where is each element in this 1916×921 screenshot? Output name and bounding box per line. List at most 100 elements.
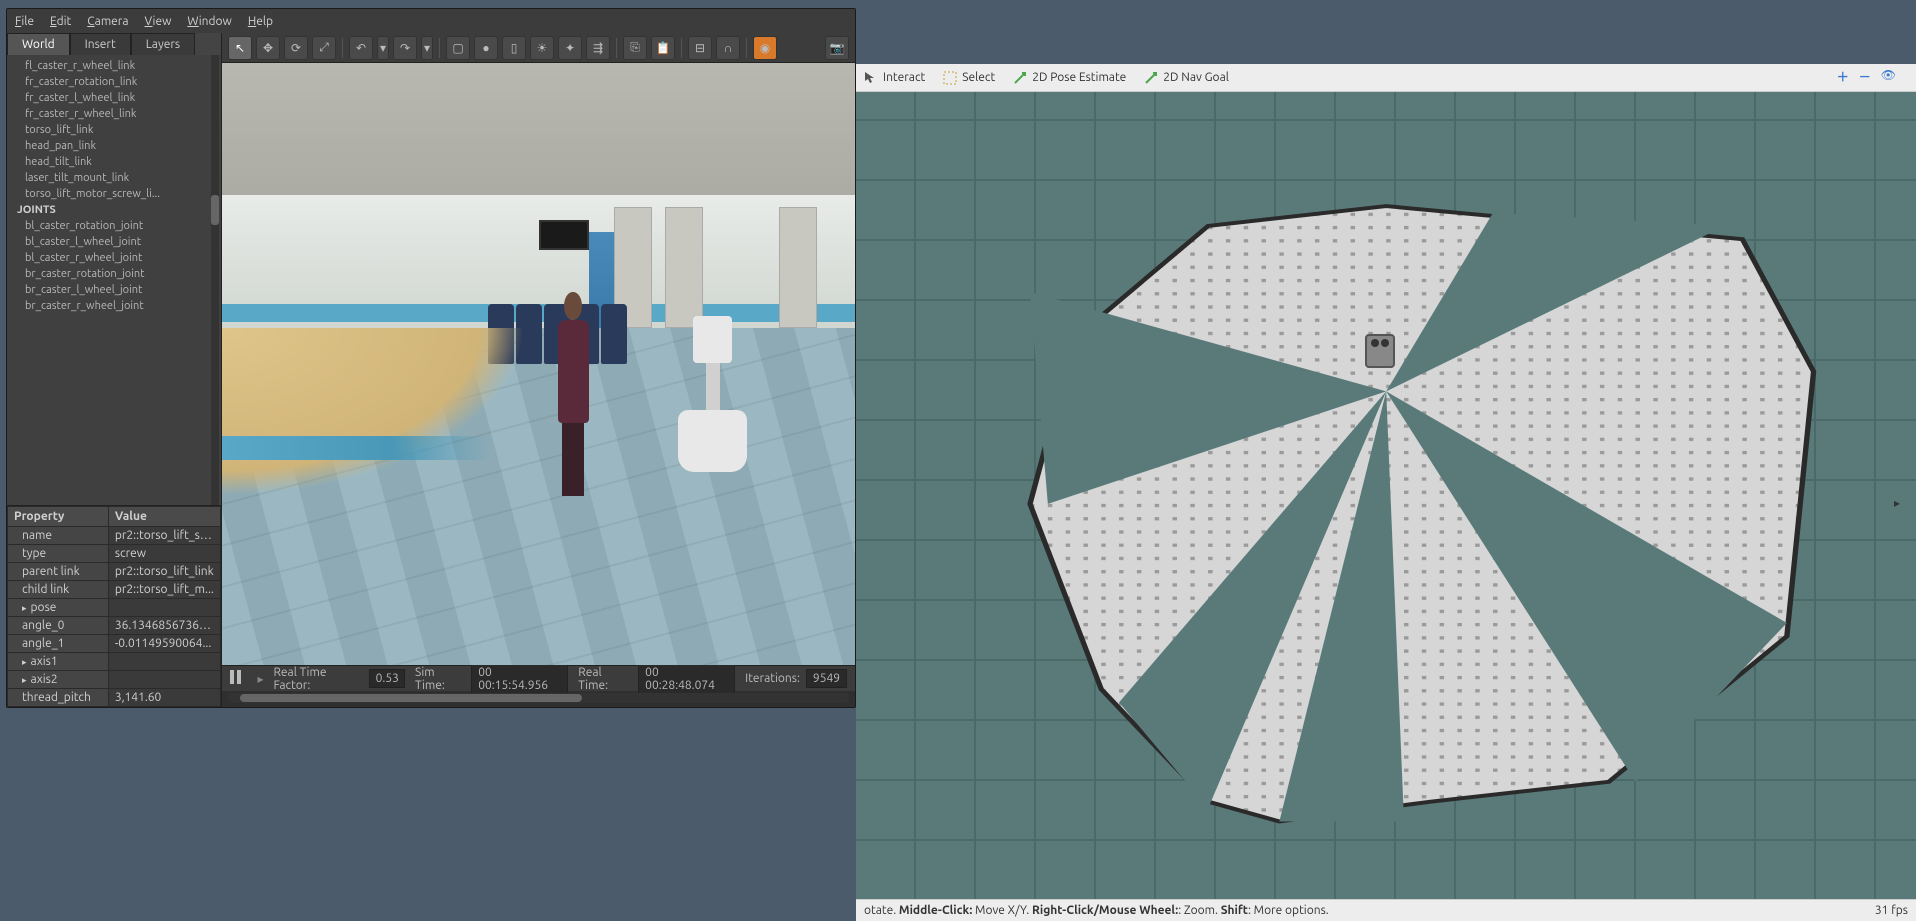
gazebo-statusbar: ▸ Real Time Factor: 0.53 Sim Time: 00 00… [222,665,855,691]
prop-value [108,653,220,671]
rviz-fps: 31 fps [1875,904,1908,917]
gazebo-toolbar: ↖ ✥ ⟳ ⤢ ↶ ▾ ↷ ▾ ▢ ● ▯ ☀ ✦ ⇶ ⎘ 📋 ⊟ [222,33,855,63]
tree-item[interactable]: head_tilt_link [7,154,221,170]
prop-key: angle_1 [8,635,109,653]
tree-item[interactable]: head_pan_link [7,138,221,154]
tree-item[interactable]: laser_tilt_mount_link [7,170,221,186]
select-icon [943,71,957,85]
simtime-value: 00 00:15:54.956 [471,663,568,695]
tool-light-spot[interactable]: ✦ [558,36,582,60]
tree-scrollbar-thumb[interactable] [211,195,219,225]
tool-undo[interactable]: ↶ [349,36,373,60]
tool-sphere[interactable]: ● [474,36,498,60]
tree-item[interactable]: br_caster_r_wheel_joint [7,298,221,314]
tool-interact[interactable]: Interact [864,71,925,85]
prop-value: -0.01149590064... [108,635,220,653]
interact-icon [864,71,878,85]
tree-item[interactable]: br_caster_rotation_joint [7,266,221,282]
gazebo-3d-viewport[interactable] [222,63,855,665]
tree-item[interactable]: fr_caster_l_wheel_link [7,90,221,106]
tree-item[interactable]: br_caster_l_wheel_joint [7,282,221,298]
prop-key: angle_0 [8,617,109,635]
tool-2d-pose-estimate[interactable]: 2D Pose Estimate [1013,71,1126,85]
tree-item[interactable]: JOINTS [7,202,221,218]
tool-rotate[interactable]: ⟳ [284,36,308,60]
tab-world[interactable]: World [7,33,70,55]
tool-snap[interactable]: ∩ [716,36,740,60]
tool-align[interactable]: ⊟ [688,36,712,60]
tool-cylinder[interactable]: ▯ [502,36,526,60]
prop-key[interactable]: axis2 [8,671,109,689]
rtf-label: Real Time Factor: [273,666,362,692]
prop-value [108,599,220,617]
toolbar-separator [342,38,343,58]
view-expand-icon[interactable]: ▸ [1894,496,1910,512]
scene-person [551,292,595,497]
world-tree[interactable]: fl_caster_r_wheel_linkfr_caster_rotation… [7,55,221,505]
pause-button[interactable] [230,670,247,688]
tool-pointer[interactable]: ↖ [228,36,252,60]
tool-redo[interactable]: ↷ [393,36,417,60]
prop-value: 3,141.60 [108,689,220,707]
prop-key: name [8,527,109,545]
tool-box[interactable]: ▢ [446,36,470,60]
menu-window[interactable]: Window [187,15,231,28]
prop-key[interactable]: pose [8,599,109,617]
tool-light-dir[interactable]: ⇶ [586,36,610,60]
tool-interact-label: Interact [883,71,925,84]
nav-goal-icon [1144,71,1158,85]
tree-item[interactable]: bl_caster_l_wheel_joint [7,234,221,250]
prop-key[interactable]: axis1 [8,653,109,671]
tree-item[interactable]: torso_lift_link [7,122,221,138]
tree-item[interactable]: torso_lift_motor_screw_li... [7,186,221,202]
tool-selection-highlight[interactable]: ◉ [753,36,777,60]
tree-item[interactable]: fr_caster_r_wheel_link [7,106,221,122]
tree-item[interactable]: bl_caster_rotation_joint [7,218,221,234]
step-button[interactable]: ▸ [257,672,263,686]
view-icon[interactable]: 👁 [1881,68,1896,85]
scene-door [665,207,703,327]
tool-undo-dropdown[interactable]: ▾ [377,36,389,60]
scene-reception-desk [222,328,526,497]
tool-pose-estimate-label: 2D Pose Estimate [1032,71,1126,84]
tool-copy[interactable]: ⎘ [623,36,647,60]
prop-key: thread_pitch [8,689,109,707]
tool-scale[interactable]: ⤢ [312,36,336,60]
tree-item[interactable]: fr_caster_rotation_link [7,74,221,90]
menu-help[interactable]: Help [248,15,273,28]
tool-nav-goal-label: 2D Nav Goal [1163,71,1229,84]
prop-value [108,671,220,689]
menu-edit[interactable]: Edit [50,15,71,28]
tool-select-label: Select [962,71,995,84]
tool-light-point[interactable]: ☀ [530,36,554,60]
rviz-costmap [941,173,1831,835]
prop-value: pr2::torso_lift_link [108,563,220,581]
tree-item[interactable]: fl_caster_r_wheel_link [7,58,221,74]
add-icon[interactable]: ＋ [1837,68,1849,85]
prop-key: parent link [8,563,109,581]
tab-insert[interactable]: Insert [70,33,131,55]
prop-value: pr2::torso_lift_sc... [108,527,220,545]
remove-icon[interactable]: － [1859,68,1871,85]
tool-translate[interactable]: ✥ [256,36,280,60]
tab-layers[interactable]: Layers [131,33,195,55]
iter-value: 9549 [806,669,847,688]
tool-select[interactable]: Select [943,71,995,85]
realtime-value: 00 00:28:48.074 [638,663,735,695]
prop-value: screw [108,545,220,563]
gazebo-menubar: File Edit Camera View Window Help [7,9,855,33]
tool-redo-dropdown[interactable]: ▾ [421,36,433,60]
tool-screenshot[interactable]: 📷 [825,36,849,60]
menu-view[interactable]: View [145,15,172,28]
tool-2d-nav-goal[interactable]: 2D Nav Goal [1144,71,1229,85]
tool-paste[interactable]: 📋 [651,36,675,60]
menu-camera[interactable]: Camera [87,15,128,28]
rviz-3d-view[interactable]: ▸ [856,92,1916,899]
toolbar-separator [616,38,617,58]
iter-label: Iterations: [745,672,800,685]
tree-scrollbar[interactable] [211,55,219,505]
menu-file[interactable]: File [15,15,34,28]
tree-item[interactable]: bl_caster_r_wheel_joint [7,250,221,266]
viewport-hscrollbar[interactable] [228,693,849,703]
simtime-label: Sim Time: [415,666,465,692]
